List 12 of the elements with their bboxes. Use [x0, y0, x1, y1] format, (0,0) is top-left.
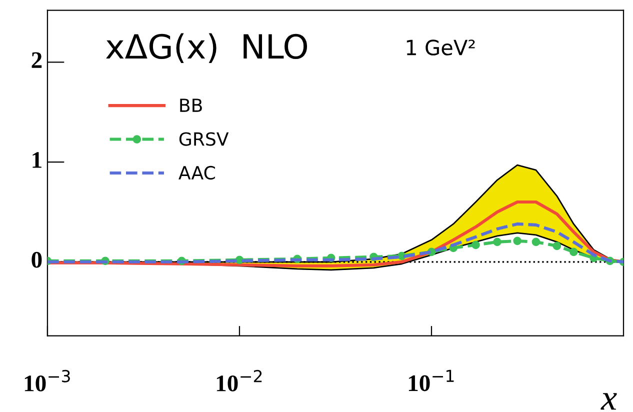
y-tick-label: 2	[32, 52, 42, 68]
x-tick-label: 10$^{−2}$	[216, 370, 262, 392]
text: xΔG(x) NLO	[106, 33, 308, 63]
y-tick-label: 1	[32, 152, 42, 168]
x-tick-label: 10$^{−3}$	[24, 370, 70, 392]
text: 1 GeV²	[406, 40, 475, 56]
x-tick-label: 10$^{−1}$	[408, 370, 454, 392]
legend-label: BB	[180, 98, 202, 112]
legend-label: AAC	[178, 166, 215, 180]
y-tick-label: 0	[32, 252, 42, 268]
x-axis-title: x	[600, 393, 617, 410]
legend-label: GRSV	[179, 132, 229, 146]
